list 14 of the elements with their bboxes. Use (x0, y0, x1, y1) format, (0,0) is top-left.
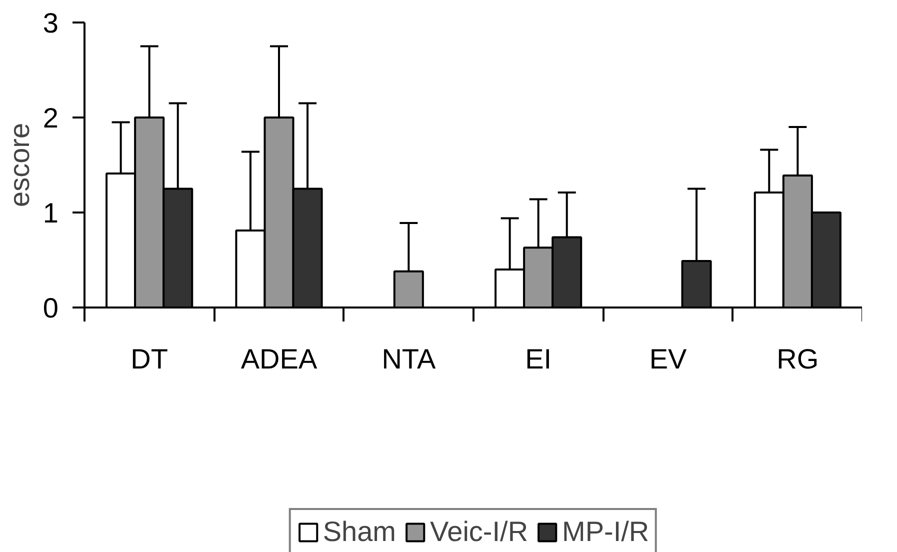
x-tick-label: DT (130, 344, 168, 374)
x-tick-label: ADEA (240, 344, 318, 374)
x-tick-label: RG (776, 344, 819, 374)
x-tick-label: EV (649, 344, 687, 374)
y-tick-label: 0 (42, 292, 59, 324)
legend-label: MP-I/R (562, 516, 650, 548)
y-tick-label: 2 (42, 102, 59, 134)
legend-label: Sham (322, 516, 396, 548)
y-tick-label: 3 (42, 8, 59, 38)
x-tick-label: NTA (382, 344, 436, 374)
y-tick-label: 1 (42, 198, 59, 228)
x-tick-label: EI (525, 344, 552, 374)
legend-label: Veic-I/R (430, 516, 528, 548)
y-axis-title: escore (4, 122, 35, 208)
